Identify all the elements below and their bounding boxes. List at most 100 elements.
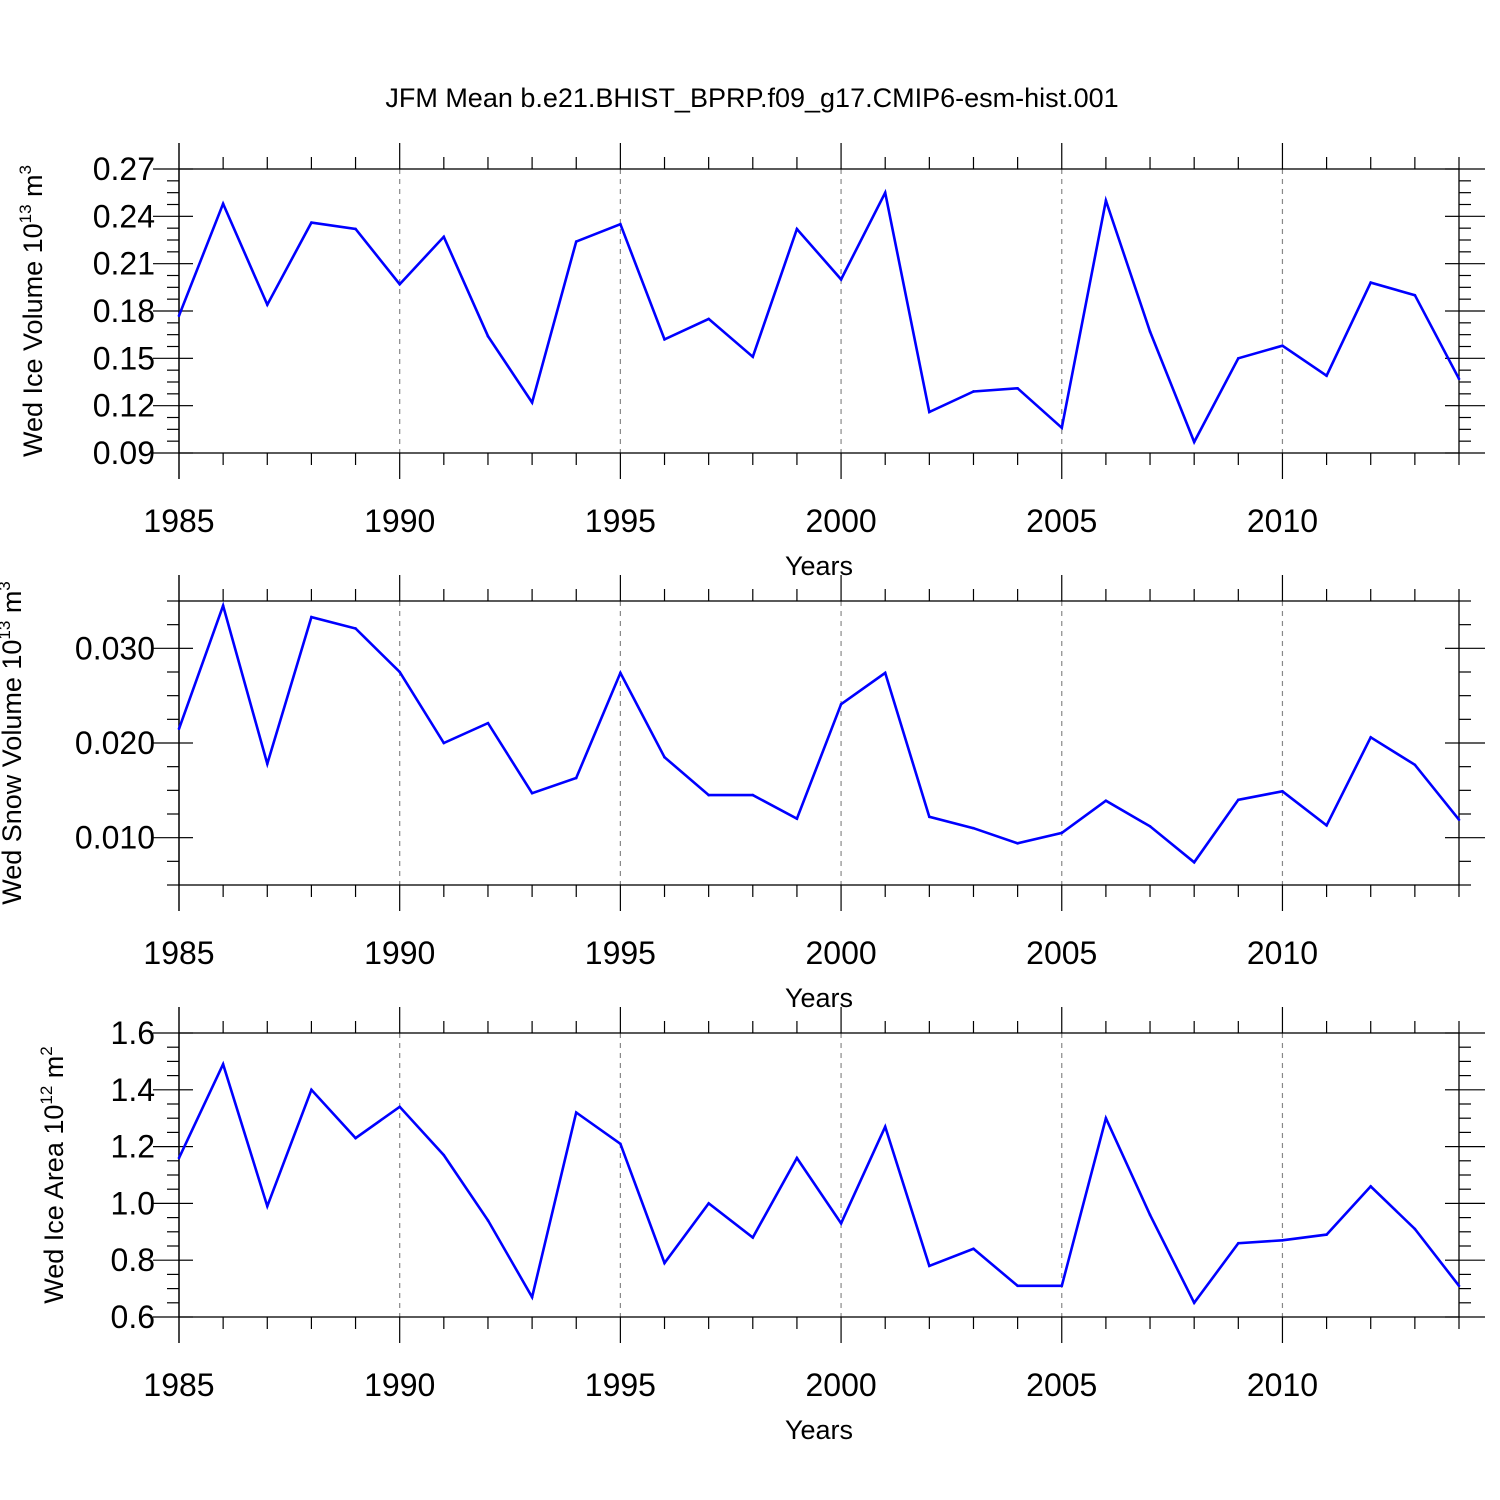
data-point: [310, 1088, 313, 1092]
series-line-wed-ice-area: [177, 1060, 1461, 1306]
data-point: [663, 1261, 666, 1265]
data-point: [574, 776, 578, 780]
x-axis-title: Years: [785, 1415, 853, 1445]
data-point: [1060, 1284, 1064, 1288]
data-point: [442, 235, 446, 239]
data-point: [1413, 293, 1417, 297]
data-point: [928, 410, 931, 414]
data-point: [1281, 344, 1284, 348]
data-point: [619, 671, 622, 675]
data-point: [398, 282, 401, 286]
data-point: [1369, 1185, 1373, 1188]
data-point: [530, 1295, 534, 1299]
y-axis-title-main: Wed Snow Volume 10: [0, 640, 27, 905]
data-point: [751, 793, 755, 797]
x-tick-label: 1985: [143, 1367, 214, 1403]
y-axis-title-main: Wed Ice Volume 10: [18, 223, 48, 457]
data-point: [1060, 831, 1064, 835]
data-point: [486, 721, 490, 725]
x-tick-label: 1990: [364, 503, 435, 539]
data-point: [177, 314, 181, 318]
data-point: [1237, 798, 1240, 802]
data-point: [221, 202, 225, 206]
data-point: [310, 221, 313, 224]
data-point: [1237, 357, 1240, 360]
data-point: [1325, 824, 1328, 827]
data-point: [354, 1136, 357, 1140]
data-point: [707, 793, 710, 797]
data-point: [663, 755, 666, 759]
data-point: [1148, 330, 1152, 333]
data-point: [486, 334, 490, 338]
data-point: [398, 1105, 401, 1109]
data-point: [1104, 799, 1108, 803]
y-tick-label: 1.6: [111, 1015, 155, 1051]
data-point: [310, 615, 313, 619]
data-point: [177, 727, 181, 731]
y-tick-label: 0.030: [75, 630, 155, 666]
y-axis-title-main: Wed Ice Area 10: [39, 1105, 69, 1304]
data-point: [928, 815, 931, 819]
y-tick-label: 0.21: [93, 246, 155, 282]
x-tick-label: 2010: [1247, 503, 1318, 539]
data-point: [354, 627, 357, 630]
data-point: [1192, 1301, 1196, 1305]
y-tick-label: 1.0: [111, 1185, 155, 1221]
y-axis-title-unit: m: [39, 1056, 69, 1086]
data-point: [1016, 842, 1019, 845]
data-point: [177, 1156, 181, 1160]
data-point: [354, 227, 357, 231]
x-tick-label: 1995: [585, 503, 656, 539]
figure-title: JFM Mean b.e21.BHIST_BPRP.f09_g17.CMIP6-…: [385, 83, 1118, 113]
data-point: [530, 791, 534, 795]
data-point: [1281, 1239, 1284, 1242]
data-point: [398, 670, 401, 674]
data-point: [1237, 1241, 1240, 1245]
x-tick-label: 1995: [585, 935, 656, 971]
data-point: [795, 817, 799, 821]
data-point: [1148, 1213, 1152, 1217]
data-point: [1325, 1233, 1328, 1236]
y-tick-label: 0.27: [93, 151, 155, 187]
data-point: [972, 390, 975, 393]
data-point: [574, 1111, 578, 1114]
y-axis-title: Wed Ice Area 1012 m2: [37, 1046, 69, 1304]
data-point: [839, 702, 843, 706]
data-point: [795, 227, 799, 231]
x-tick-label: 2005: [1026, 935, 1097, 971]
y-tick-label: 0.15: [93, 340, 155, 376]
data-point: [972, 826, 975, 830]
data-point: [707, 317, 710, 321]
data-point: [1369, 281, 1373, 284]
data-point: [883, 191, 887, 194]
x-axis-title: Years: [785, 983, 853, 1013]
y-axis-title-exponent: 12: [37, 1086, 56, 1105]
panels: 1985 1990 1995 2000 2005 2010 Years 0.09 0.12 0.1…: [0, 143, 1485, 1445]
y-axis-title-unit-exponent: 3: [0, 581, 14, 590]
y-axis-title: Wed Ice Volume 1013 m3: [16, 165, 48, 457]
data-point: [574, 240, 578, 243]
x-tick-label: 2005: [1026, 503, 1097, 539]
data-point: [972, 1247, 975, 1251]
x-tick-label: 2000: [805, 935, 876, 971]
data-point: [442, 1153, 446, 1157]
data-point: [530, 401, 534, 404]
x-tick-label: 1985: [143, 503, 214, 539]
y-tick-label: 0.12: [93, 388, 155, 424]
x-tick-label: 1985: [143, 935, 214, 971]
y-tick-label: 1.4: [111, 1072, 155, 1108]
data-point: [265, 303, 269, 306]
data-point: [1457, 818, 1461, 821]
y-tick-label: 0.6: [111, 1299, 155, 1335]
data-point: [1060, 426, 1064, 430]
data-point: [1457, 1284, 1461, 1288]
x-tick-label: 1995: [585, 1367, 656, 1403]
data-point: [265, 762, 269, 766]
y-tick-label: 0.010: [75, 820, 155, 856]
y-axis-title-unit: m: [0, 591, 27, 621]
data-point: [1016, 387, 1019, 390]
y-axis-title: Wed Snow Volume 1013 m3: [0, 581, 27, 905]
x-tick-label: 2005: [1026, 1367, 1097, 1403]
y-tick-label: 0.020: [75, 725, 155, 761]
